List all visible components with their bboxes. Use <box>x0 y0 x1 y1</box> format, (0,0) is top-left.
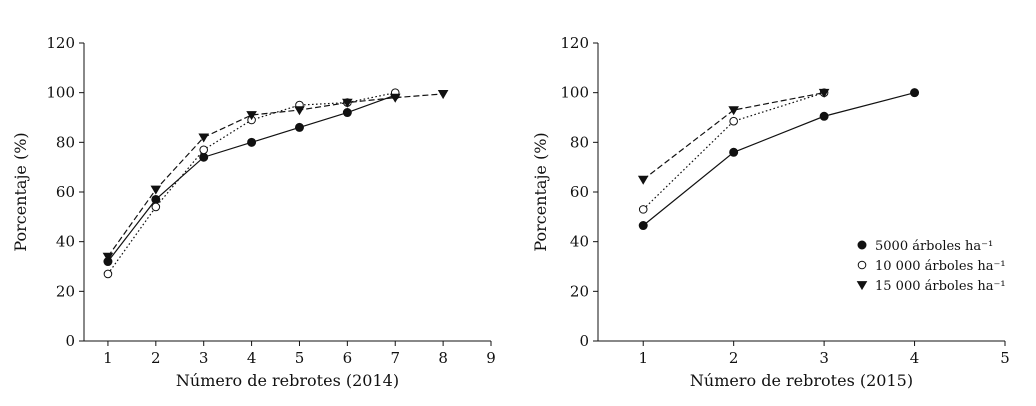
x-axis-title: Número de rebrotes (2014) <box>176 371 399 390</box>
legend-marker <box>857 260 867 270</box>
data-point <box>729 116 738 126</box>
y-tick-label: 40 <box>570 233 589 251</box>
legend-marker <box>857 240 867 250</box>
data-point <box>818 88 830 98</box>
data-point <box>294 106 305 116</box>
y-tick-label: 100 <box>46 84 75 102</box>
data-point <box>638 221 648 231</box>
data-point <box>819 111 829 121</box>
series-line <box>642 92 825 210</box>
x-tick-label: 9 <box>486 349 496 367</box>
x-tick-label: 5 <box>1000 349 1010 367</box>
x-tick-label: 4 <box>910 349 920 367</box>
x-tick-label: 3 <box>819 349 829 367</box>
chart-2015: 0 20 40 60 80 100 120 1 2 3 4 5 Número de rebrotes (… <box>531 34 1010 390</box>
series-3 <box>637 88 830 185</box>
legend-entry: 15 000 árboles ha⁻¹ <box>875 279 1006 294</box>
y-tick-label: 20 <box>570 282 589 300</box>
data-point <box>198 133 210 143</box>
data-point <box>199 145 209 155</box>
data-point <box>910 88 920 98</box>
x-tick-label: 4 <box>247 349 257 367</box>
x-tick-label: 8 <box>438 349 448 367</box>
data-point <box>247 137 257 147</box>
x-tick-label: 2 <box>729 349 739 367</box>
data-point <box>151 202 161 212</box>
data-point <box>637 175 649 185</box>
x-tick-label: 7 <box>390 349 400 367</box>
data-point <box>728 106 739 116</box>
data-point <box>342 98 353 108</box>
y-tick-label: 20 <box>56 282 75 300</box>
data-point <box>294 122 304 132</box>
data-point <box>103 269 113 279</box>
data-point <box>729 147 739 157</box>
x-tick-label: 5 <box>295 349 305 367</box>
series-3 <box>102 90 449 262</box>
data-point <box>151 194 161 204</box>
y-axis-title: Porcentaje (%) <box>11 132 30 251</box>
data-point <box>638 205 648 214</box>
data-point <box>102 252 114 262</box>
series-1 <box>638 88 920 231</box>
data-point <box>342 108 352 118</box>
x-tick-label: 2 <box>151 349 161 367</box>
x-tick-label: 1 <box>638 349 648 367</box>
x-axis-title: Número de rebrotes (2015) <box>690 371 913 390</box>
data-point <box>389 93 401 103</box>
legend-marker <box>856 281 868 291</box>
x-tick-label: 3 <box>199 349 209 367</box>
data-point <box>150 185 162 195</box>
y-tick-label: 100 <box>560 84 589 102</box>
data-point <box>199 152 209 162</box>
data-point <box>437 90 449 100</box>
y-tick-label: 80 <box>570 133 589 151</box>
series-line <box>642 92 825 181</box>
x-tick-label: 1 <box>103 349 113 367</box>
series-line <box>642 92 915 226</box>
x-tick-label: 6 <box>343 349 353 367</box>
y-tick-label: 60 <box>56 183 75 201</box>
chart-2014: 0 20 40 60 80 100 120 1 2 3 4 5 6 7 8 9 Número de rebrot… <box>11 34 496 390</box>
y-tick-label: 120 <box>46 34 75 52</box>
y-axis-title: Porcentaje (%) <box>531 132 550 251</box>
legend-entry: 10 000 árboles ha⁻¹ <box>875 259 1006 274</box>
y-tick-label: 40 <box>56 233 75 251</box>
y-tick-label: 80 <box>56 133 75 151</box>
legend-entry: 5000 árboles ha⁻¹ <box>875 239 993 254</box>
series-line <box>107 93 444 257</box>
y-tick-label: 60 <box>570 183 589 201</box>
y-tick-label: 0 <box>65 332 75 350</box>
legend: 5000 árboles ha⁻¹ 10 000 árboles ha⁻¹ 15 0… <box>856 239 1006 294</box>
y-tick-label: 120 <box>560 34 589 52</box>
y-tick-label: 0 <box>579 332 589 350</box>
data-point <box>246 111 257 121</box>
